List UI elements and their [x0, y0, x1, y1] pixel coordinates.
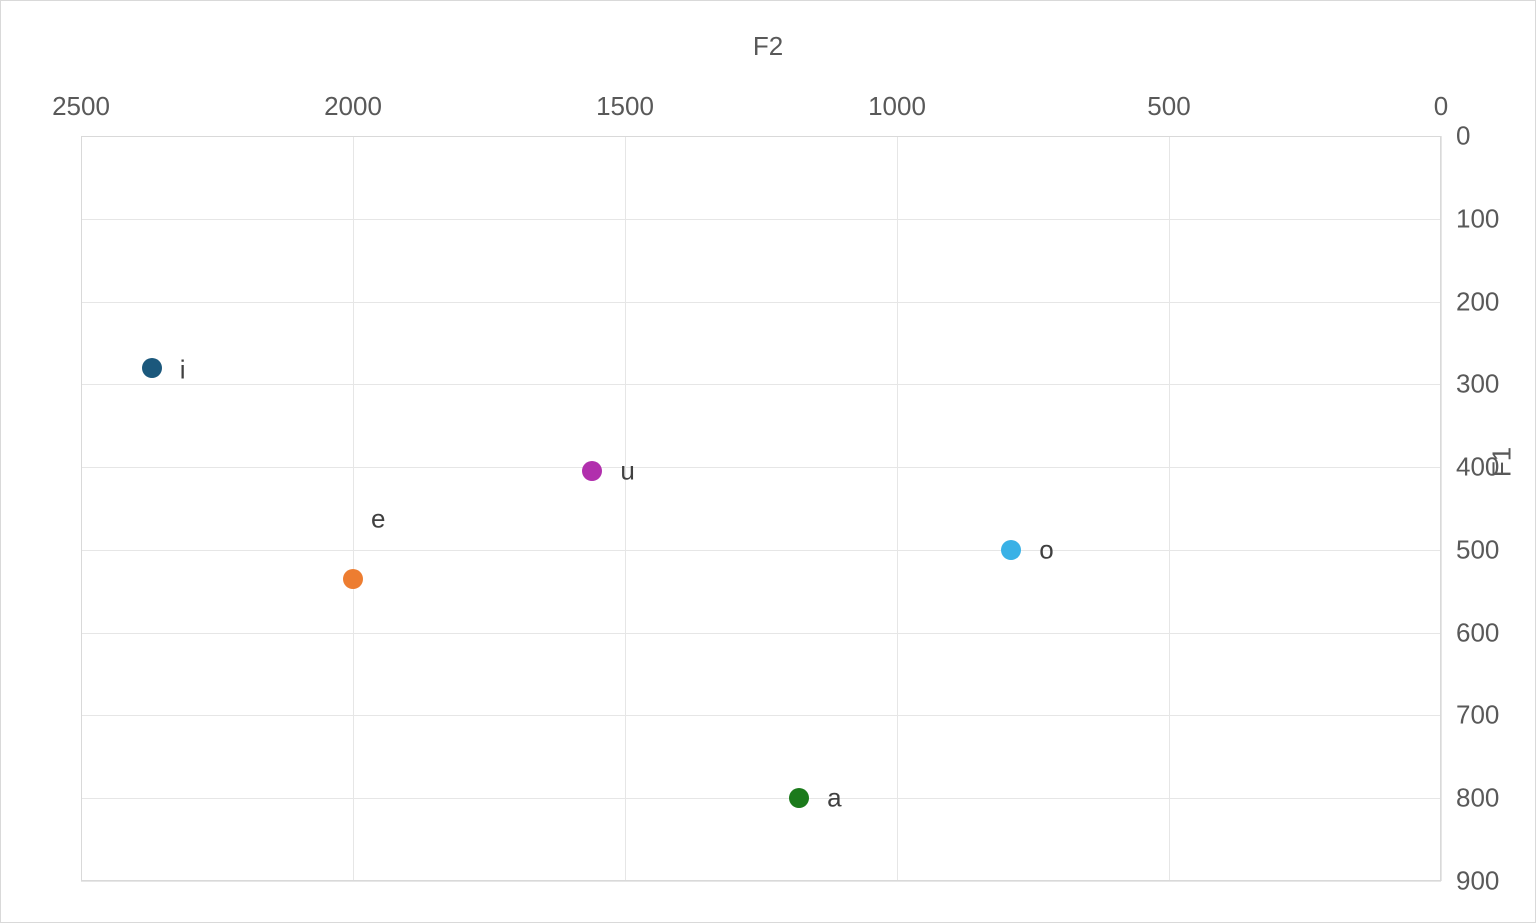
x-tick-label: 500 [1147, 91, 1190, 122]
x-axis-title: F2 [1, 31, 1535, 62]
x-tick-label: 0 [1434, 91, 1448, 122]
y-tick-label: 0 [1456, 121, 1470, 152]
gridline-vertical [1441, 136, 1442, 881]
y-tick-label: 300 [1456, 369, 1499, 400]
gridline-horizontal [81, 219, 1441, 220]
data-point-o [1001, 540, 1021, 560]
gridline-vertical [625, 136, 626, 881]
y-tick-label: 800 [1456, 783, 1499, 814]
x-tick-label: 2500 [52, 91, 110, 122]
gridline-vertical [353, 136, 354, 881]
gridline-horizontal [81, 467, 1441, 468]
data-point-a [789, 788, 809, 808]
x-tick-label: 1500 [596, 91, 654, 122]
y-tick-label: 900 [1456, 866, 1499, 897]
gridline-horizontal [81, 550, 1441, 551]
y-tick-label: 700 [1456, 700, 1499, 731]
data-label-i: i [180, 354, 186, 385]
gridline-horizontal [81, 302, 1441, 303]
gridline-horizontal [81, 881, 1441, 882]
x-tick-label: 1000 [868, 91, 926, 122]
gridline-horizontal [81, 633, 1441, 634]
chart-container: F2 F1 ieuoa 2500200015001000500001002003… [0, 0, 1536, 923]
y-tick-label: 200 [1456, 286, 1499, 317]
y-tick-label: 400 [1456, 452, 1499, 483]
y-tick-label: 100 [1456, 203, 1499, 234]
x-tick-label: 2000 [324, 91, 382, 122]
y-tick-label: 600 [1456, 617, 1499, 648]
data-point-u [582, 461, 602, 481]
y-tick-label: 500 [1456, 534, 1499, 565]
data-label-e: e [371, 503, 385, 534]
data-point-i [142, 358, 162, 378]
gridline-horizontal [81, 798, 1441, 799]
plot-area: i e u o a [81, 136, 1441, 881]
gridline-horizontal [81, 384, 1441, 385]
data-label-o: o [1039, 534, 1053, 565]
gridline-vertical [81, 136, 82, 881]
data-label-u: u [620, 456, 634, 487]
data-label-a: a [827, 783, 841, 814]
gridline-vertical [1169, 136, 1170, 881]
plot-border [81, 136, 1441, 881]
gridline-horizontal [81, 715, 1441, 716]
gridline-horizontal [81, 136, 1441, 137]
gridline-vertical [897, 136, 898, 881]
data-point-e [343, 569, 363, 589]
